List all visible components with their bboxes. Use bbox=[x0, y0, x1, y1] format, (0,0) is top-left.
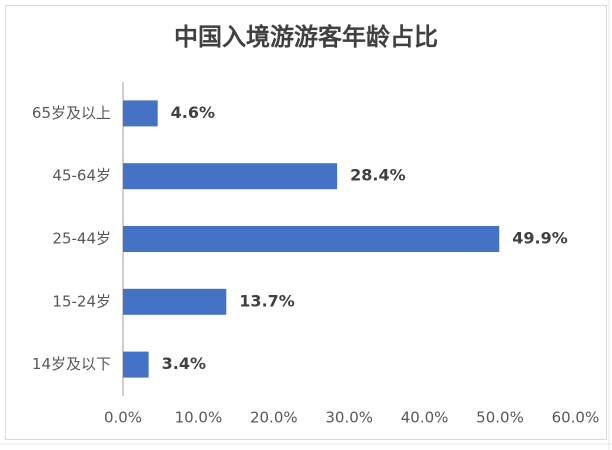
x-tick-label: 0.0% bbox=[104, 409, 142, 427]
value-label: 49.9% bbox=[512, 229, 568, 248]
y-tick-label: 45-64岁 bbox=[52, 167, 111, 185]
x-tick-label: 30.0% bbox=[325, 409, 373, 427]
y-tick-label: 15-24岁 bbox=[52, 292, 111, 310]
y-tick-label: 14岁及以下 bbox=[32, 355, 111, 373]
value-label: 3.4% bbox=[162, 354, 206, 373]
bar bbox=[123, 163, 338, 190]
bar bbox=[123, 226, 500, 252]
bar bbox=[123, 288, 227, 315]
x-tick-label: 50.0% bbox=[476, 409, 524, 427]
value-label: 28.4% bbox=[350, 166, 406, 185]
bar bbox=[123, 100, 158, 127]
x-tick-label: 60.0% bbox=[552, 409, 600, 427]
y-tick-label: 25-44岁 bbox=[52, 230, 111, 248]
chart-title: 中国入境游游客年龄占比 bbox=[174, 23, 438, 51]
x-tick-label: 40.0% bbox=[401, 409, 449, 427]
x-tick-label: 10.0% bbox=[175, 409, 223, 427]
chart-area bbox=[5, 5, 607, 440]
value-label: 4.6% bbox=[171, 103, 215, 122]
value-label: 13.7% bbox=[239, 291, 295, 310]
bar bbox=[123, 351, 149, 378]
x-tick-label: 20.0% bbox=[250, 409, 298, 427]
y-tick-label: 65岁及以上 bbox=[32, 104, 111, 122]
